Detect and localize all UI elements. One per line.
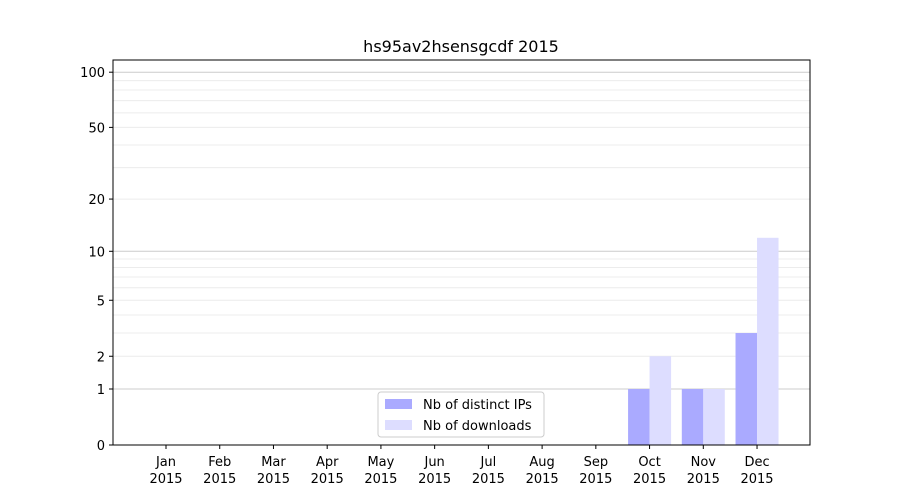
y-tick-label: 10 <box>88 245 105 260</box>
chart-title: hs95av2hsensgcdf 2015 <box>363 37 559 56</box>
bar-downloads <box>649 356 672 445</box>
x-tick-label: Oct 2015 <box>633 455 666 487</box>
bar-distinct-ips <box>681 389 704 445</box>
x-tick-label: Nov 2015 <box>687 455 720 487</box>
legend: Nb of distinct IPs Nb of downloads <box>377 391 545 438</box>
legend-label: Nb of downloads <box>423 419 532 434</box>
y-tick-label: 100 <box>80 66 105 81</box>
x-tick-label: Sep 2015 <box>579 455 612 487</box>
x-tick-label: Feb 2015 <box>203 455 236 487</box>
bar-downloads <box>703 389 725 445</box>
x-tick-label: May 2015 <box>364 455 397 487</box>
x-tick-label: Jan 2015 <box>149 455 182 487</box>
y-tick-label: 50 <box>88 121 105 136</box>
bar-distinct-ips <box>735 333 758 445</box>
bar-downloads <box>757 237 779 445</box>
y-tick-label: 0 <box>97 439 105 454</box>
x-tick-label: Mar 2015 <box>257 455 290 487</box>
x-tick-label: Dec 2015 <box>740 455 773 487</box>
y-tick-label: 20 <box>88 193 105 208</box>
y-tick-label: 1 <box>97 383 105 398</box>
x-tick-label: Jun 2015 <box>418 455 451 487</box>
legend-swatch <box>385 420 412 430</box>
y-tick-label: 5 <box>97 294 105 309</box>
bar-distinct-ips <box>628 389 650 445</box>
legend-swatch <box>385 399 412 409</box>
x-tick-label: Aug 2015 <box>526 455 559 487</box>
legend-label: Nb of distinct IPs <box>423 398 532 413</box>
y-tick-label: 2 <box>97 350 105 365</box>
x-tick-label: Apr 2015 <box>311 455 344 487</box>
x-tick-label: Jul 2015 <box>472 455 505 487</box>
plot-frame <box>112 59 811 446</box>
